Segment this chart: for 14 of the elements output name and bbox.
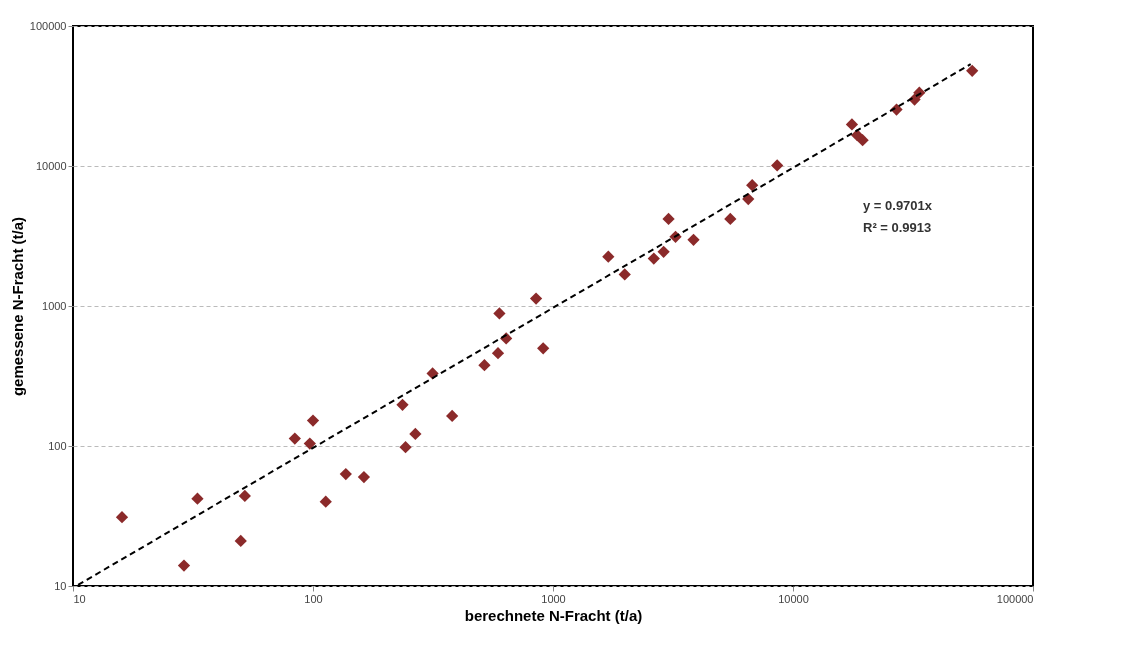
x-tick-label: 100 bbox=[304, 592, 323, 605]
x-tick-label: 100000 bbox=[996, 592, 1034, 605]
x-tick-label: 10 bbox=[73, 592, 86, 605]
x-axis-title: berechnete N-Fracht (t/a) bbox=[464, 606, 643, 624]
y-tick-label: 1000 bbox=[42, 299, 67, 312]
annotation: y = 0.9701x bbox=[863, 198, 933, 213]
y-tick-label: 10000 bbox=[35, 159, 67, 172]
y-tick-label: 10 bbox=[54, 579, 67, 592]
x-tick-label: 1000 bbox=[541, 592, 566, 605]
y-axis-title: gemessene N-Fracht (t/a) bbox=[8, 216, 26, 397]
y-tick-label: 100000 bbox=[29, 19, 67, 32]
annotation: R² = 0.9913 bbox=[863, 220, 932, 235]
y-tick-label: 100 bbox=[48, 439, 67, 452]
x-tick-label: 10000 bbox=[778, 592, 809, 605]
